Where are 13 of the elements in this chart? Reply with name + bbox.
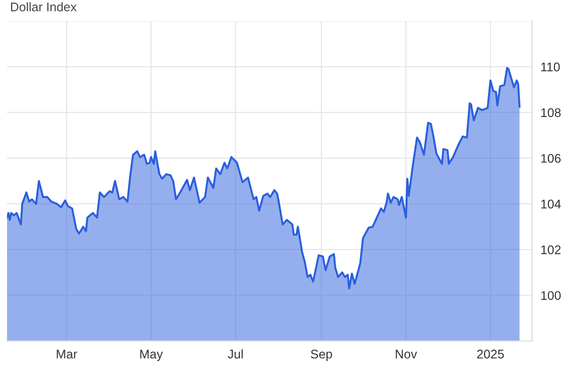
x-tick-label: Mar [56, 350, 78, 359]
x-tick-label: 2025 [477, 350, 504, 359]
x-tick-label: May [140, 350, 163, 361]
y-tick-label: 106 [541, 154, 561, 163]
y-tick-label: 108 [541, 108, 561, 118]
y-tick-label: 104 [541, 200, 561, 209]
y-tick-label: 110 [541, 62, 560, 72]
y-tick-label: 102 [541, 245, 561, 254]
x-tick-label: Jul [228, 349, 243, 359]
chart-title: Dollar Index [11, 2, 77, 12]
y-tick-label: 100 [541, 291, 561, 300]
x-tick-label: Nov [396, 350, 418, 359]
x-tick-label: Sep [310, 350, 332, 361]
